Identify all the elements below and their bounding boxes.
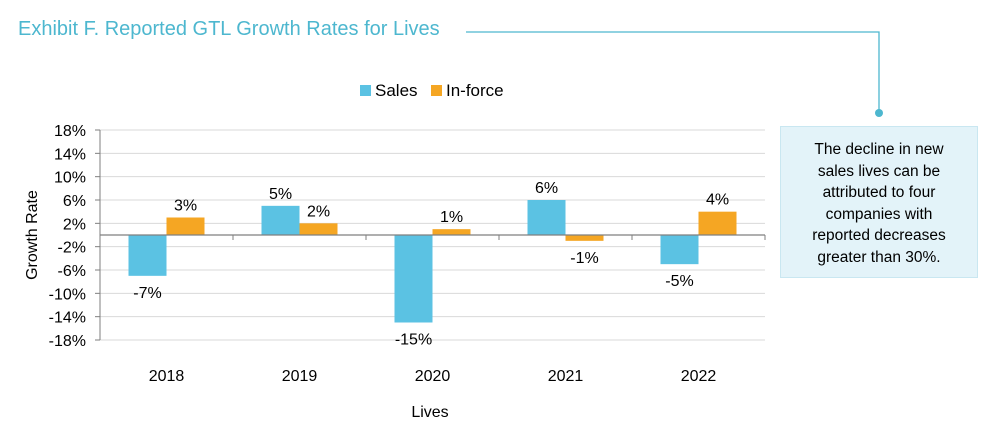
legend-label-sales: Sales bbox=[375, 81, 418, 100]
data-label: -15% bbox=[395, 332, 432, 349]
y-tick-label: 10% bbox=[54, 170, 86, 187]
y-tick-label: -18% bbox=[49, 333, 86, 350]
chart-title: Exhibit F. Reported GTL Growth Rates for… bbox=[18, 18, 440, 40]
y-tick-label: 18% bbox=[54, 123, 86, 140]
x-tick-label: 2020 bbox=[415, 368, 451, 385]
sales-bar bbox=[394, 235, 433, 323]
title-connector-line bbox=[466, 31, 880, 112]
y-tick-label: -6% bbox=[58, 263, 86, 280]
x-axis-title: Lives bbox=[411, 404, 448, 421]
data-label: -7% bbox=[133, 285, 161, 302]
sales-bar bbox=[660, 235, 699, 265]
x-tick-label: 2022 bbox=[681, 368, 717, 385]
x-tick-label: 2018 bbox=[149, 368, 185, 385]
sales-bar bbox=[261, 205, 300, 235]
data-label: 6% bbox=[535, 180, 558, 197]
inforce-bar bbox=[432, 229, 471, 235]
data-label: 1% bbox=[440, 209, 463, 226]
connector-dot bbox=[875, 109, 883, 117]
inforce-bar bbox=[698, 211, 737, 235]
legend-swatch-inforce bbox=[431, 85, 442, 96]
legend-label-inforce: In-force bbox=[446, 81, 504, 100]
data-label: 2% bbox=[307, 203, 330, 220]
legend-swatch-sales bbox=[360, 85, 371, 96]
inforce-bar bbox=[299, 223, 338, 235]
inforce-bar bbox=[166, 217, 205, 235]
sales-bar bbox=[128, 235, 167, 276]
y-axis-title: Growth Rate bbox=[24, 190, 41, 280]
callout-box: The decline in new sales lives can be at… bbox=[780, 126, 978, 278]
x-tick-label: 2021 bbox=[548, 368, 584, 385]
y-tick-label: 6% bbox=[63, 193, 86, 210]
data-label: -1% bbox=[570, 250, 598, 267]
y-tick-label: 2% bbox=[63, 216, 86, 233]
data-label: -5% bbox=[665, 273, 693, 290]
y-tick-label: 14% bbox=[54, 146, 86, 163]
inforce-bar bbox=[565, 235, 604, 241]
callout-text: The decline in new sales lives can be at… bbox=[812, 141, 946, 266]
y-tick-label: -14% bbox=[49, 310, 86, 327]
data-label: 3% bbox=[174, 198, 197, 215]
data-label: 5% bbox=[269, 186, 292, 203]
sales-bar bbox=[527, 200, 566, 235]
x-tick-label: 2019 bbox=[282, 368, 318, 385]
data-label: 4% bbox=[706, 192, 729, 209]
y-tick-label: -10% bbox=[49, 286, 86, 303]
y-tick-label: -2% bbox=[58, 240, 86, 257]
